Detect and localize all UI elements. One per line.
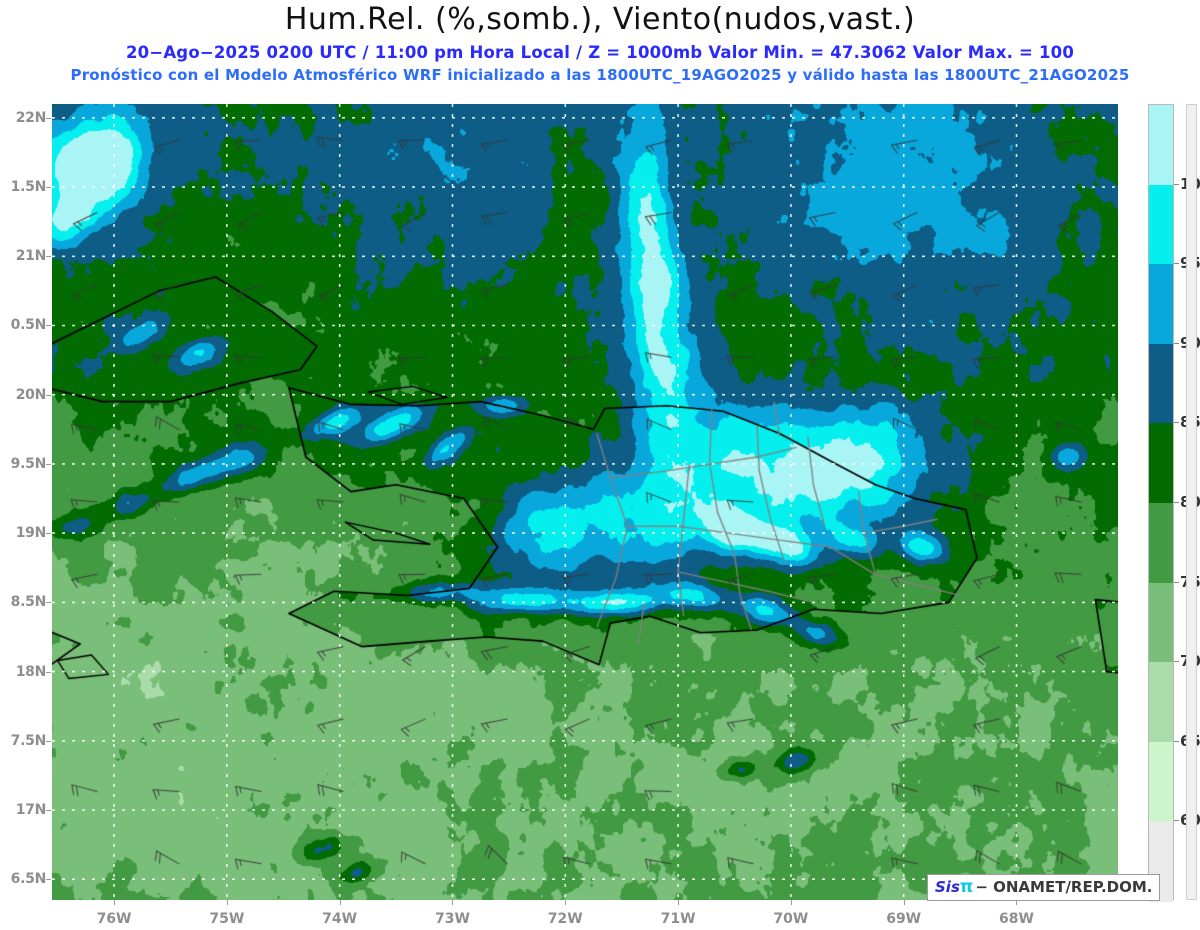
colorbar-tick-60: [1174, 820, 1179, 822]
x-axis-longitude: 76W 75W 74W 73W 72W 71W 70W 69W 68W: [52, 900, 1118, 930]
map-plot-area[interactable]: [52, 104, 1118, 900]
y-tick-label-9: 7.5N: [10, 732, 47, 749]
colorbar-band-90: [1149, 343, 1173, 424]
x-tick-label-7: 69W: [886, 911, 922, 927]
x-tick-label-0: 76W: [96, 911, 132, 927]
colorbar-tick-65: [1174, 740, 1179, 742]
x-tick-mark-8: [1016, 900, 1018, 905]
y-tick-label-0: 22N: [15, 109, 47, 126]
right-edge-strip: [1186, 104, 1197, 900]
colorbar-tick-100: [1174, 183, 1179, 185]
x-tick-label-1: 75W: [209, 911, 245, 927]
colorbar-tick-80: [1174, 502, 1179, 503]
y-tick-label-5: 9.5N: [10, 455, 47, 472]
y-tick-mark-0: [46, 117, 51, 119]
x-tick-mark-2: [339, 900, 341, 905]
credit-agency-text: − ONAMET/REP.DOM.: [975, 878, 1153, 896]
x-tick-mark-1: [226, 900, 228, 905]
colorbar-tick-70: [1174, 661, 1179, 663]
y-tick-label-10: 17N: [15, 802, 47, 819]
y-axis-latitude: 22N 1.5N 21N 0.5N 20N 9.5N 19N 8.5N 18N 7.5N 17N 6.…: [0, 104, 51, 900]
x-tick-label-3: 73W: [434, 911, 470, 927]
y-tick-mark-10: [46, 810, 51, 812]
colorbar-band-80: [1149, 503, 1173, 584]
colorbar-tick-90: [1174, 342, 1179, 344]
y-tick-label-2: 21N: [15, 248, 47, 265]
y-tick-mark-2: [46, 256, 51, 258]
colorbar-band-85: [1149, 423, 1173, 504]
x-tick-mark-4: [565, 900, 567, 905]
y-tick-mark-4: [46, 394, 51, 396]
colorbar-tick-95: [1174, 263, 1179, 265]
colorbar-tick-85: [1174, 422, 1179, 424]
colorbar-band-70: [1149, 662, 1173, 743]
colorbar-band-100: [1149, 184, 1173, 265]
y-tick-label-6: 19N: [15, 525, 47, 542]
colorbar-band-105: [1149, 105, 1173, 186]
x-tick-mark-6: [790, 900, 792, 905]
y-tick-mark-7: [46, 602, 51, 604]
x-tick-mark-0: [114, 900, 116, 905]
y-tick-label-7: 8.5N: [10, 594, 47, 611]
humidity-colorbar: [1148, 104, 1174, 902]
x-tick-mark-5: [678, 900, 680, 905]
x-tick-label-5: 71W: [660, 911, 696, 927]
colorbar-band-65: [1149, 741, 1173, 822]
header-block: Hum.Rel. (%,somb.), Viento(nudos,vast.) …: [0, 0, 1200, 92]
y-tick-mark-5: [46, 463, 51, 465]
x-tick-mark-3: [452, 900, 454, 905]
y-tick-label-8: 18N: [15, 663, 47, 680]
y-tick-label-4: 20N: [15, 386, 47, 403]
y-tick-mark-6: [46, 533, 51, 535]
subtitle-run-info: 20−Ago−2025 0200 UTC / 11:00 pm Hora Loc…: [125, 43, 1075, 62]
y-tick-label-11: 6.5N: [10, 871, 47, 888]
page-title: Hum.Rel. (%,somb.), Viento(nudos,vast.): [284, 2, 916, 37]
x-tick-label-8: 68W: [999, 911, 1034, 927]
x-tick-mark-7: [903, 900, 905, 905]
credit-pi-icon: π: [959, 877, 974, 897]
x-tick-label-2: 74W: [322, 911, 358, 927]
colorbar-band-75: [1149, 582, 1173, 663]
y-tick-mark-3: [46, 325, 51, 327]
credit-logo: Sis π − ONAMET/REP.DOM.: [927, 874, 1161, 901]
y-tick-mark-11: [46, 879, 51, 881]
humidity-shaded-map: [52, 104, 1118, 900]
subtitle-model-info: Pronóstico con el Modelo Atmosférico WRF…: [70, 66, 1130, 84]
y-tick-mark-8: [46, 671, 51, 673]
y-tick-mark-1: [46, 187, 51, 189]
y-tick-label-1: 1.5N: [10, 179, 47, 196]
colorbar-tick-75: [1174, 581, 1179, 583]
y-tick-mark-9: [46, 740, 51, 742]
x-tick-label-4: 72W: [547, 911, 583, 927]
colorbar-band-95: [1149, 264, 1173, 345]
y-tick-label-3: 0.5N: [10, 317, 47, 334]
x-tick-label-6: 70W: [773, 911, 809, 927]
credit-sis-text: Sis: [935, 878, 960, 896]
